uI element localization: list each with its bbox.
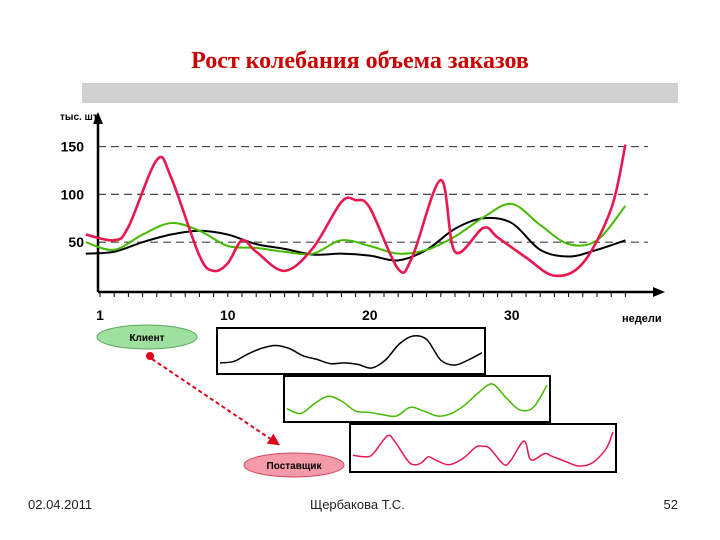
mini-line-0: [219, 334, 483, 369]
mid-panel: [283, 375, 551, 423]
mini-line-2: [352, 431, 614, 467]
client-pill-label: Клиент: [129, 333, 164, 344]
title-band: [82, 83, 678, 103]
y-tick-label: 50: [68, 234, 84, 250]
mini-line-1: [286, 383, 548, 418]
x-tick-label: 30: [504, 307, 520, 323]
x-tick-label: 20: [362, 307, 378, 323]
y-tick-label: 150: [61, 139, 85, 155]
footer-page-number: 52: [663, 497, 678, 512]
series-line-1: [85, 202, 627, 256]
slide-title: Рост колебания объема заказов: [191, 48, 529, 74]
arrow-start-dot: [146, 352, 154, 360]
client-panel: [216, 327, 486, 375]
mini-panel-lines: [219, 334, 614, 467]
series-line-0: [85, 216, 626, 262]
x-axis-arrow: [653, 287, 665, 297]
axes: [93, 112, 665, 297]
series-line-2: [85, 144, 627, 278]
x-tick-label: 10: [220, 307, 236, 323]
grid-lines: [98, 145, 648, 243]
client-pill: [96, 324, 198, 350]
y-axis-label: тыс. шт.: [60, 112, 100, 123]
footer-date: 02.04.2011: [28, 497, 93, 512]
y-axis-arrow: [93, 112, 103, 124]
tick-labels: 50 100 150 1 10 20 30: [61, 139, 520, 323]
y-tick-label: 100: [61, 186, 85, 202]
x-axis-label: недели: [622, 313, 662, 325]
flow-arrow: [151, 358, 280, 446]
series-lines: [85, 144, 627, 278]
supplier-pill-label: Поставщик: [267, 461, 323, 472]
x-tick-label: 1: [96, 307, 104, 323]
footer-author: Щербакова Т.С.: [310, 497, 405, 512]
supplier-pill: [243, 452, 345, 478]
